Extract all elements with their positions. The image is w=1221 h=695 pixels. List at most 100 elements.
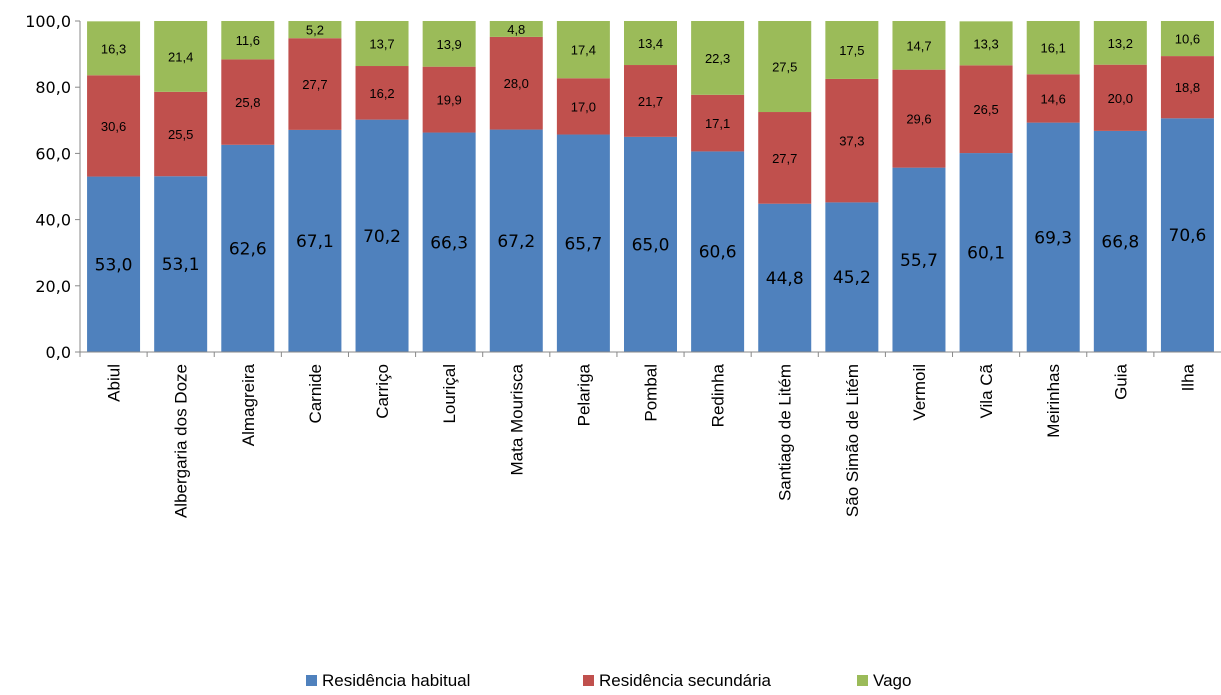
value-label-habitual-1: 53,1 [162, 255, 200, 275]
bar-vago-16 [1160, 21, 1214, 57]
y-tick-label-4: 80,0 [35, 78, 71, 97]
value-label-secundaria-13: 26,5 [973, 102, 998, 117]
bar-vago-1 [154, 21, 208, 92]
value-label-habitual-8: 65,0 [632, 235, 670, 255]
category-label-12: Vermoil [910, 364, 929, 421]
bar-vago-9 [691, 21, 745, 95]
legend-swatch-habitual [306, 675, 317, 686]
category-label-11: São Simão de Litém [843, 364, 862, 517]
bar-secundaria-6 [489, 36, 543, 130]
bar-habitual-9 [691, 151, 745, 352]
bar-habitual-10 [758, 203, 812, 352]
bar-habitual-16 [1160, 118, 1214, 353]
value-label-vago-4: 13,7 [369, 37, 394, 52]
bar-vago-12 [892, 21, 946, 70]
value-label-habitual-9: 60,6 [699, 243, 737, 263]
value-label-vago-3: 5,2 [306, 23, 324, 38]
value-label-vago-8: 13,4 [638, 36, 663, 51]
value-label-habitual-3: 67,1 [296, 232, 334, 252]
bar-secundaria-14 [1026, 74, 1080, 123]
category-label-7: Pelariga [574, 363, 593, 426]
category-label-16: Ilha [1178, 363, 1197, 391]
bar-habitual-3 [288, 129, 342, 352]
bar-habitual-2 [221, 144, 275, 352]
bar-habitual-14 [1026, 122, 1080, 352]
bar-habitual-12 [892, 167, 946, 352]
bar-secundaria-8 [624, 65, 677, 137]
bar-habitual-1 [154, 176, 208, 352]
bar-vago-10 [758, 21, 812, 113]
bar-habitual-13 [959, 153, 1013, 352]
value-label-habitual-12: 55,7 [900, 251, 938, 271]
bar-vago-15 [1093, 21, 1147, 65]
value-label-secundaria-3: 27,7 [302, 77, 327, 92]
value-label-vago-16: 10,6 [1175, 32, 1200, 47]
bar-vago-14 [1026, 21, 1080, 75]
bar-secundaria-16 [1160, 56, 1214, 119]
value-label-habitual-15: 66,8 [1101, 232, 1139, 252]
bar-vago-3 [288, 21, 342, 39]
legend-swatch-vago [857, 675, 868, 686]
value-label-habitual-6: 67,2 [497, 232, 535, 252]
value-label-vago-2: 11,6 [236, 33, 260, 48]
value-label-vago-12: 14,7 [906, 38, 931, 53]
value-label-habitual-2: 62,6 [229, 239, 267, 259]
bar-vago-13 [959, 21, 1013, 66]
category-label-4: Carriço [373, 364, 392, 419]
value-label-habitual-14: 69,3 [1034, 228, 1072, 248]
y-tick-label-3: 60,0 [35, 144, 71, 163]
value-label-secundaria-0: 30,6 [101, 119, 126, 134]
bar-vago-4 [355, 21, 409, 67]
bar-habitual-6 [489, 129, 543, 352]
bars-layer [87, 21, 1214, 353]
value-label-habitual-13: 60,1 [967, 244, 1005, 264]
value-label-secundaria-10: 27,7 [772, 151, 797, 166]
legend-swatch-secundaria [583, 675, 594, 686]
value-label-secundaria-15: 20,0 [1108, 91, 1133, 106]
bar-secundaria-5 [422, 66, 476, 133]
bar-secundaria-15 [1093, 64, 1147, 131]
bar-secundaria-2 [221, 59, 275, 145]
value-label-habitual-0: 53,0 [95, 255, 133, 275]
bar-habitual-5 [422, 132, 476, 352]
value-label-vago-10: 27,5 [772, 60, 797, 75]
bar-vago-7 [556, 21, 610, 79]
bar-secundaria-13 [959, 65, 1013, 154]
bar-vago-5 [422, 21, 476, 67]
legend-label-vago: Vago [873, 671, 911, 690]
bar-habitual-4 [355, 119, 409, 352]
y-tick-label-5: 100,0 [25, 12, 71, 31]
value-label-secundaria-9: 17,1 [705, 116, 730, 131]
value-label-habitual-16: 70,6 [1169, 226, 1207, 246]
value-label-habitual-7: 65,7 [564, 234, 602, 254]
category-label-5: Louriçal [440, 364, 459, 424]
category-label-10: Santiago de Litém [776, 364, 795, 501]
value-label-secundaria-5: 19,9 [436, 93, 461, 108]
bar-habitual-7 [556, 134, 610, 352]
category-label-13: Vila Cã [977, 363, 996, 418]
value-label-secundaria-14: 14,6 [1041, 91, 1066, 106]
value-label-vago-11: 17,5 [839, 43, 864, 58]
value-label-vago-1: 21,4 [168, 49, 193, 64]
value-label-habitual-5: 66,3 [430, 233, 468, 253]
bar-vago-8 [624, 21, 677, 66]
bar-vago-6 [489, 21, 543, 37]
category-label-14: Meirinhas [1044, 364, 1063, 438]
value-labels-layer: 53,0 30,6 16,3 53,1 25,5 21,4 62,6 25,8 11,6 67,1… [95, 22, 1207, 289]
bar-secundaria-7 [556, 78, 610, 135]
bar-secundaria-1 [154, 91, 208, 177]
bar-habitual-8 [624, 136, 677, 352]
value-label-vago-9: 22,3 [705, 51, 730, 66]
value-label-secundaria-8: 21,7 [638, 94, 663, 109]
bar-secundaria-10 [758, 112, 812, 204]
bar-secundaria-11 [825, 78, 879, 203]
y-tick-label-1: 20,0 [35, 277, 71, 296]
y-axis: 0,0 20,0 40,0 60,0 80,0 100,0 [25, 12, 81, 362]
value-label-vago-15: 13,2 [1108, 36, 1133, 51]
category-label-1: Albergaria dos Doze [172, 364, 191, 518]
value-label-secundaria-11: 37,3 [839, 134, 864, 149]
x-axis: Abiul Albergaria dos Doze Almagreira Carnid… [79, 351, 1221, 518]
bar-secundaria-0 [87, 75, 141, 177]
category-label-2: Almagreira [239, 363, 258, 446]
value-label-vago-13: 13,3 [973, 36, 998, 51]
